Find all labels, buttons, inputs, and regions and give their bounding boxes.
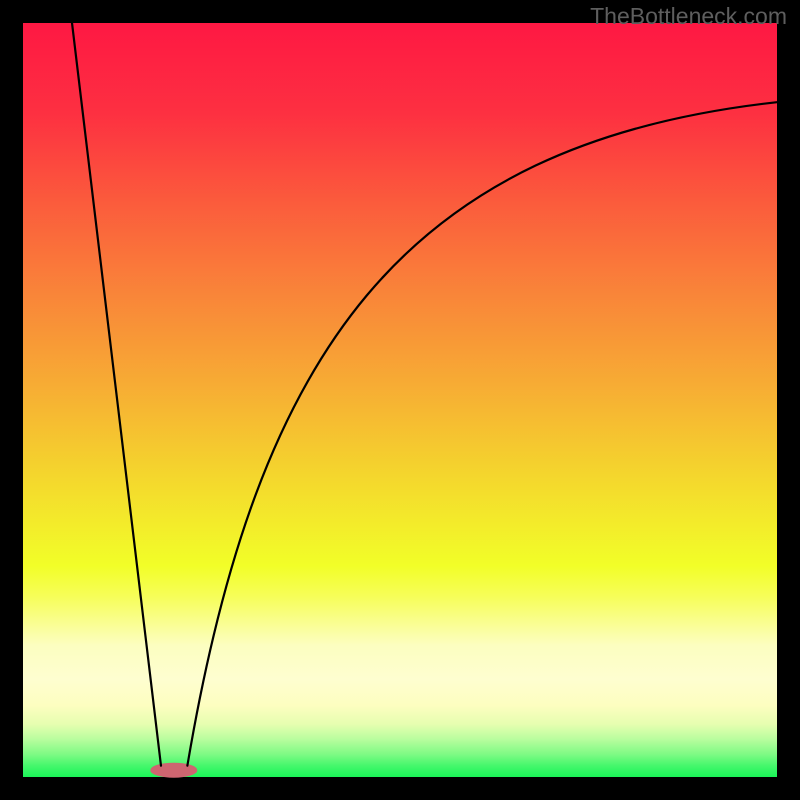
bottleneck-marker	[151, 763, 197, 777]
watermark-text: TheBottleneck.com	[590, 3, 787, 30]
chart-svg	[0, 0, 800, 800]
curve-left	[72, 23, 161, 766]
curve-right	[187, 102, 777, 766]
